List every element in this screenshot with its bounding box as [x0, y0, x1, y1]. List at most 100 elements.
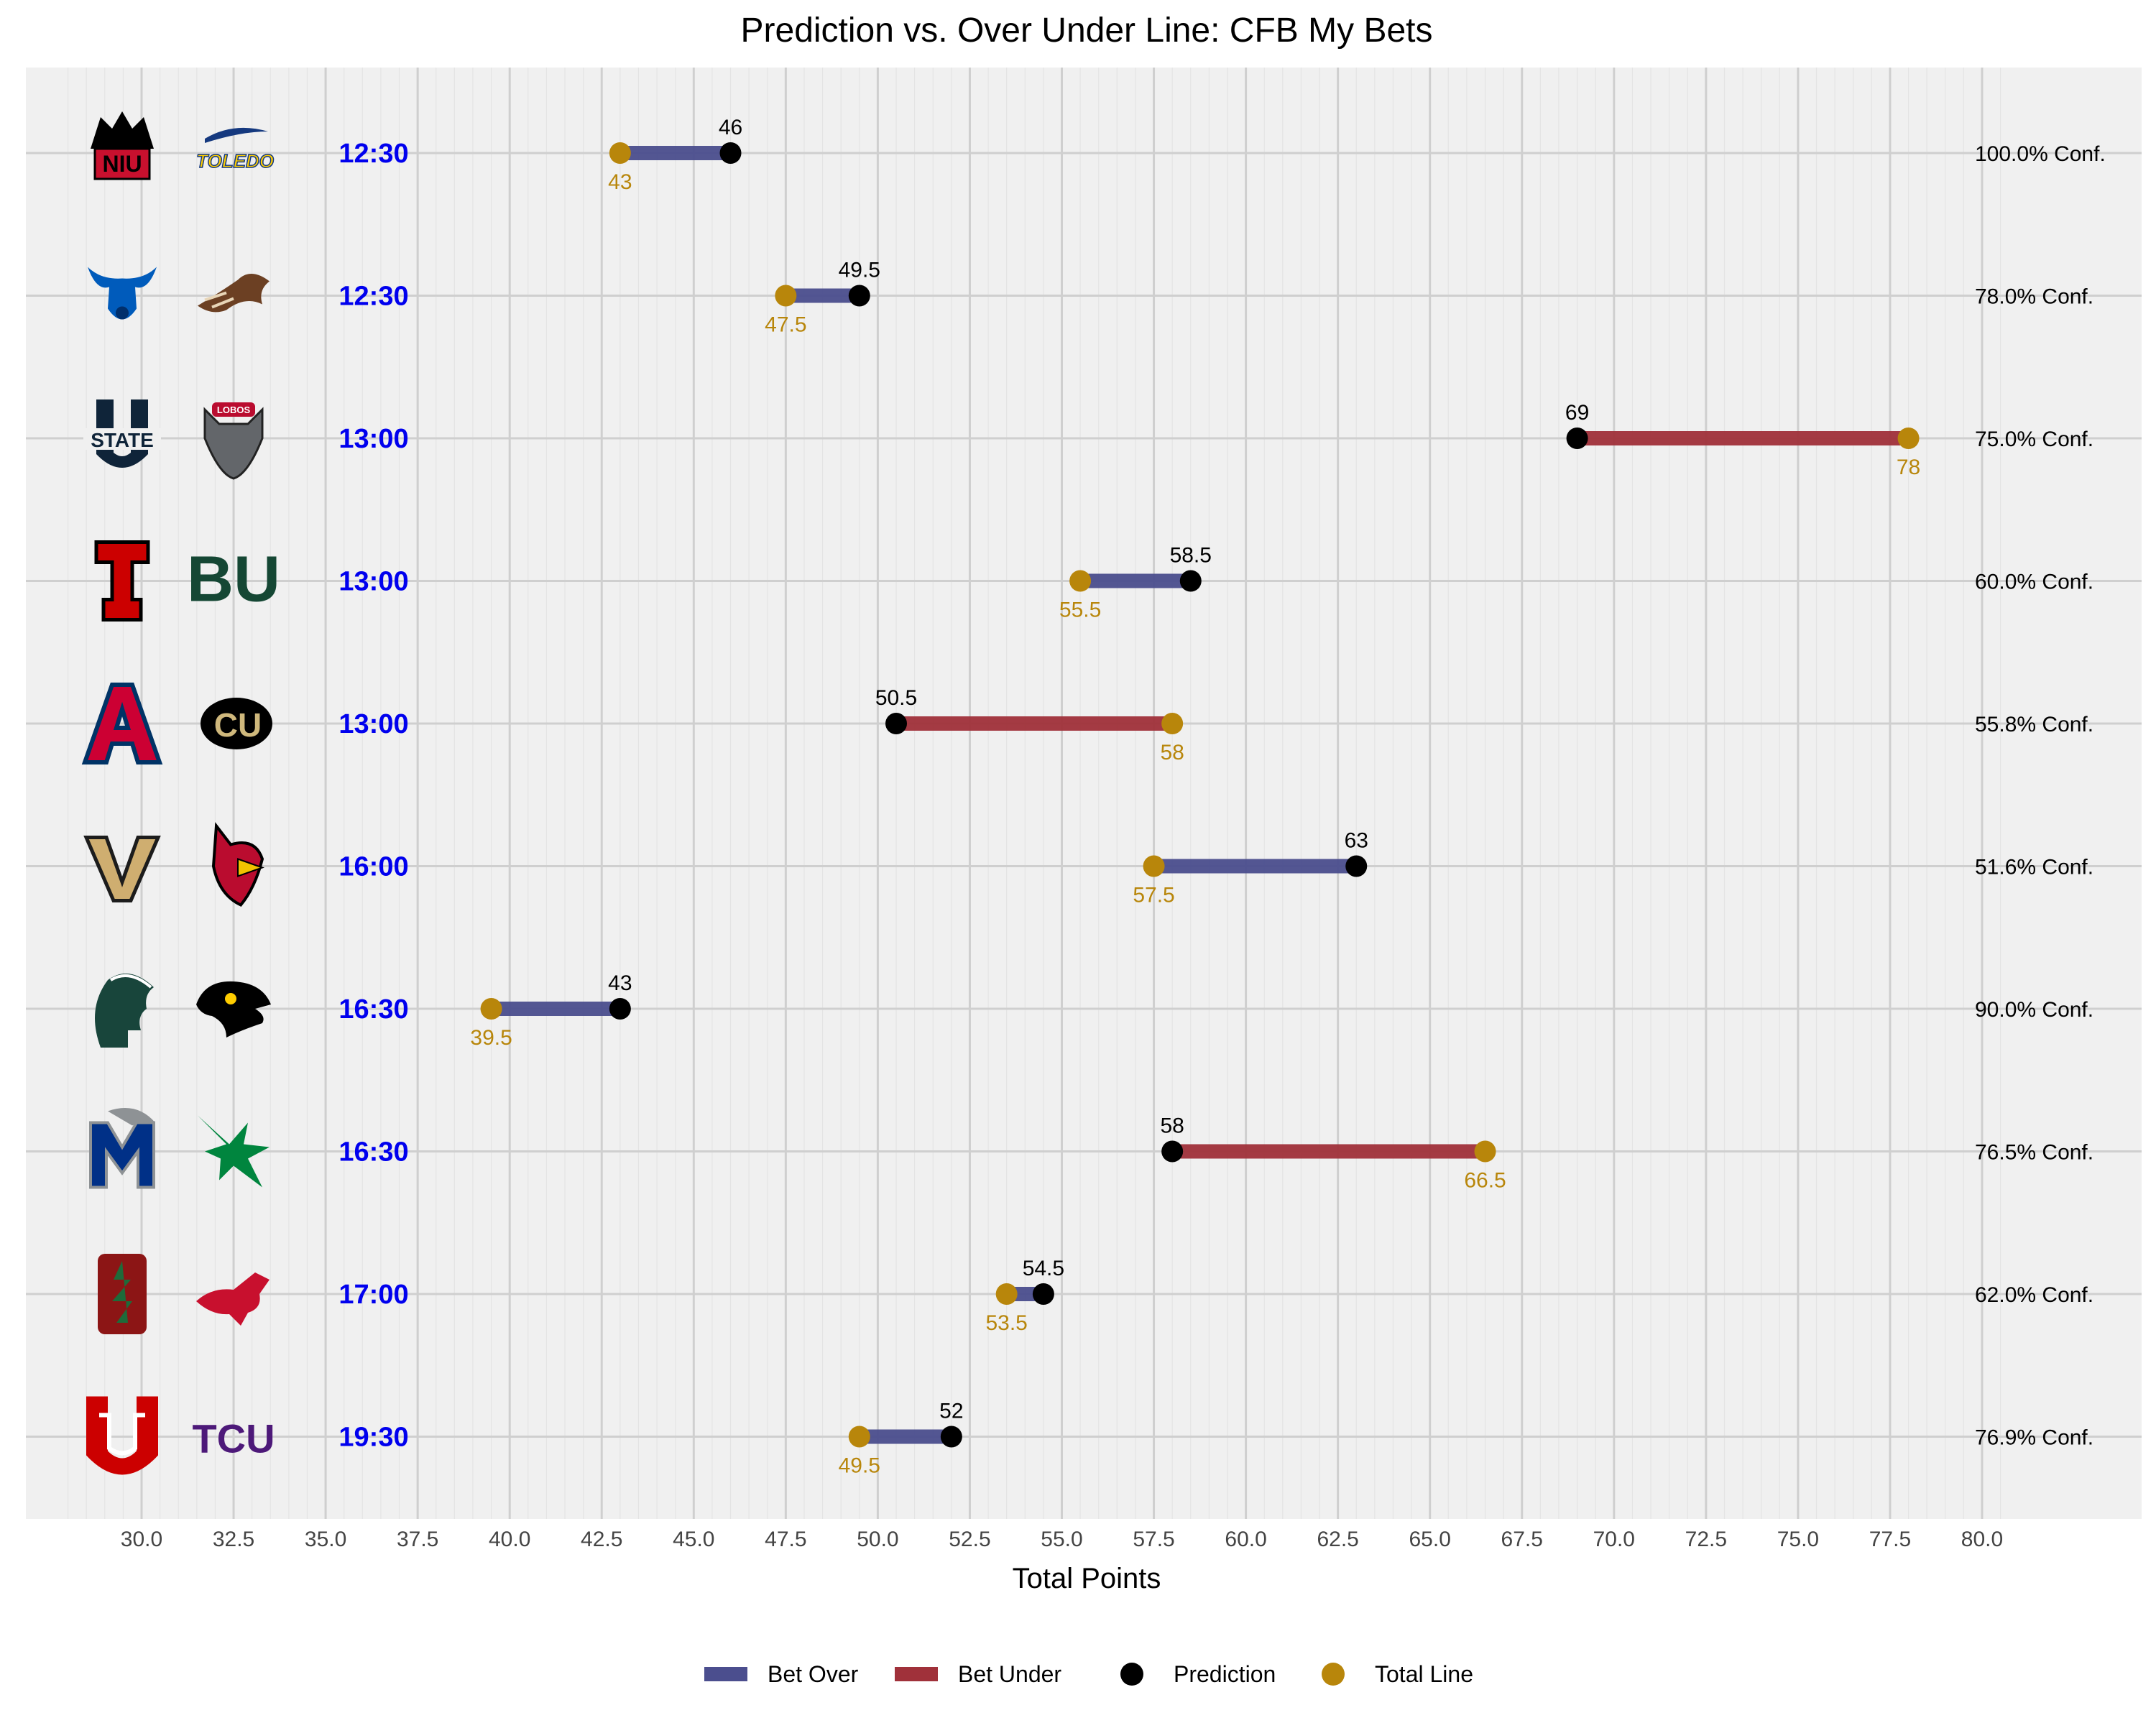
x-tick-label: 72.5 — [1685, 1528, 1727, 1551]
vanderbilt-v-shape — [83, 836, 161, 902]
baylor-logo-text: BU — [187, 544, 280, 616]
confidence-label: 78.0% Conf. — [1975, 285, 2093, 309]
lobo-head-shape — [203, 407, 264, 480]
confidence-label: 100.0% Conf. — [1975, 142, 2106, 166]
x-tick-label: 47.5 — [765, 1528, 806, 1551]
prediction-label: 54.5 — [1023, 1257, 1064, 1280]
prediction-label: 58 — [1160, 1114, 1184, 1138]
bet-segments — [491, 146, 1909, 1444]
chart-title: Prediction vs. Over Under Line: CFB My B… — [741, 11, 1433, 50]
x-tick-label: 75.0 — [1777, 1528, 1819, 1551]
prediction-label: 58.5 — [1170, 544, 1212, 568]
usu-u-shape — [96, 399, 148, 468]
total-line-point — [1143, 855, 1165, 877]
confidence-label: 51.6% Conf. — [1975, 856, 2093, 879]
confidence-label: 76.9% Conf. — [1975, 1426, 2093, 1450]
data-points — [480, 142, 1920, 1448]
x-tick-label: 50.0 — [857, 1528, 898, 1551]
prediction-point — [719, 142, 742, 164]
legend-over-swatch — [704, 1667, 747, 1681]
legend: Bet Over Bet Under Prediction Total Line — [704, 1661, 1473, 1687]
total-line-point — [1897, 428, 1920, 449]
total-line-label: 78 — [1897, 456, 1920, 479]
plot-panel — [26, 68, 2142, 1519]
total-line-point — [1474, 1140, 1496, 1163]
x-tick-label: 60.0 — [1225, 1528, 1266, 1551]
total-line-point — [1161, 713, 1184, 734]
prediction-point — [1161, 1140, 1184, 1163]
utah-inner-u — [99, 1413, 145, 1456]
x-tick-label: 57.5 — [1133, 1528, 1174, 1551]
confidence-labels: 100.0% Conf. 78.0% Conf. 75.0% Conf. 60.0% … — [1975, 142, 2106, 1450]
total-line-point — [995, 1283, 1018, 1305]
x-tick-label: 65.0 — [1409, 1528, 1451, 1551]
team-logo-icon: NIU — [91, 111, 154, 180]
prediction-point — [848, 285, 870, 307]
confidence-label: 76.5% Conf. — [1975, 1141, 2093, 1165]
prediction-point — [1179, 570, 1202, 592]
x-tick-label: 62.5 — [1317, 1528, 1358, 1551]
team-logo-icon — [198, 1115, 270, 1188]
game-time: 19:30 — [338, 1423, 408, 1453]
team-logo-icon — [83, 836, 161, 902]
lobo-logo-text: LOBOS — [217, 405, 251, 415]
team-logo-icon — [89, 1108, 155, 1189]
game-time: 13:00 — [338, 709, 408, 739]
x-axis-label: Total Points — [1013, 1563, 1161, 1594]
legend-pred-swatch — [1120, 1663, 1143, 1686]
legend-under-swatch — [895, 1667, 938, 1681]
total-line-label: 57.5 — [1133, 884, 1174, 907]
x-tick-label: 67.5 — [1501, 1528, 1543, 1551]
team-logo-icon: LOBOS — [203, 402, 264, 480]
total-line-label: 47.5 — [765, 313, 806, 337]
arizona-a-shape — [81, 683, 163, 764]
game-time: 16:00 — [338, 852, 408, 882]
prediction-label: 49.5 — [839, 259, 880, 282]
team-logo-icon — [211, 822, 265, 907]
team-logos: NIU TOLEDO STATE LOBOS BU CU TCU — [81, 111, 280, 1475]
prediction-point — [1566, 428, 1588, 449]
game-time: 12:30 — [338, 139, 408, 169]
tcu-logo-text: TCU — [192, 1416, 275, 1461]
prediction-label: 52 — [939, 1400, 963, 1423]
grid-lines — [26, 68, 2142, 1519]
legend-line-label: Total Line — [1375, 1661, 1473, 1687]
team-logo-icon — [81, 683, 163, 764]
buffalo-silhouette — [201, 698, 272, 749]
team-logo-icon — [94, 540, 150, 622]
bronco-head-shape — [198, 273, 270, 313]
eagle-shape — [198, 1115, 270, 1188]
legend-under-label: Bet Under — [958, 1661, 1061, 1687]
prediction-label: 69 — [1565, 401, 1589, 425]
usu-logo-text: STATE — [91, 429, 154, 451]
bull-nose — [116, 306, 129, 320]
total-line-label: 66.5 — [1464, 1169, 1506, 1193]
cardinal-beak — [237, 858, 265, 877]
x-tick-label: 52.5 — [949, 1528, 990, 1551]
prediction-label: 46 — [719, 116, 742, 139]
x-tick-label: 45.0 — [673, 1528, 714, 1551]
x-tick-label: 70.0 — [1593, 1528, 1635, 1551]
tiger-head — [108, 1108, 155, 1126]
team-logo-icon — [98, 1254, 147, 1334]
x-tick-label: 35.0 — [305, 1528, 346, 1551]
confidence-label: 55.8% Conf. — [1975, 713, 2093, 736]
total-line-label: 49.5 — [839, 1454, 880, 1478]
husky-head-shape — [91, 111, 154, 149]
total-line-label: 53.5 — [985, 1311, 1027, 1335]
team-logo-icon — [95, 974, 154, 1048]
toledo-logo-text: TOLEDO — [196, 150, 274, 172]
total-line-label: 39.5 — [470, 1026, 512, 1050]
rocket-swoosh — [205, 127, 268, 143]
team-logo-icon: CU — [201, 698, 272, 749]
game-time: 12:30 — [338, 282, 408, 312]
game-time: 16:30 — [338, 1137, 408, 1168]
bull-head-shape — [88, 267, 157, 320]
total-line-point — [609, 142, 631, 164]
x-tick-label: 55.0 — [1041, 1528, 1082, 1551]
total-line-label: 58 — [1160, 741, 1184, 764]
team-logo-icon: TOLEDO — [195, 127, 275, 172]
total-line-point — [1069, 570, 1092, 592]
prediction-point — [940, 1426, 962, 1448]
